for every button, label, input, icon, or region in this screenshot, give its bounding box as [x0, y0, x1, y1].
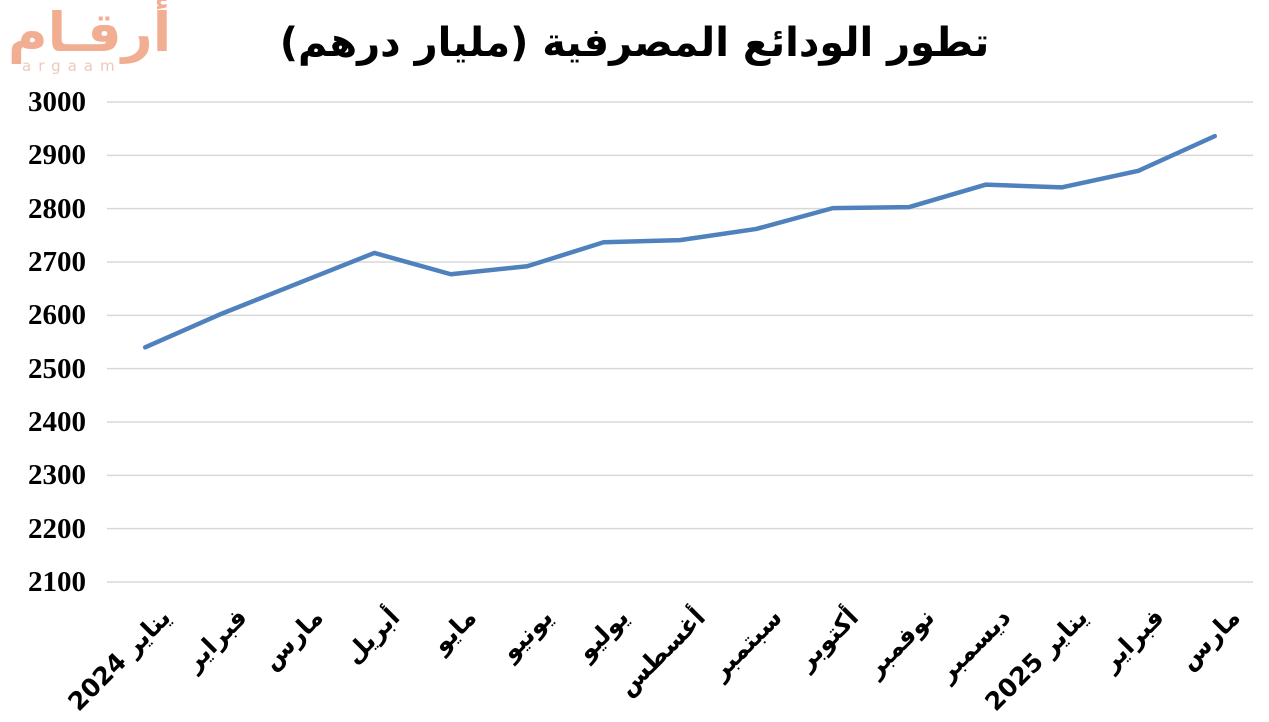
y-tick-label: 3000	[28, 86, 86, 118]
y-tick-label: 2700	[28, 246, 86, 278]
chart-title: تطور الودائع المصرفية (مليار درهم)	[279, 20, 990, 66]
y-tick-label: 2500	[28, 352, 86, 385]
argaam-logo-arabic-text: أرقـام	[8, 1, 172, 64]
argaam-logo-latin-text: argaam	[22, 57, 122, 75]
y-tick-label: 2400	[28, 406, 86, 438]
y-tick-label: 2600	[28, 299, 86, 332]
y-tick-label: 2900	[28, 139, 86, 172]
y-tick-label: 2200	[28, 512, 86, 545]
deposits-line-series	[142, 133, 1218, 350]
y-tick-label: 2100	[28, 566, 86, 598]
y-tick-label: 2800	[28, 192, 86, 225]
argaam-logo: أرقـام argaam	[8, 4, 178, 98]
y-tick-label: 2300	[28, 459, 86, 492]
